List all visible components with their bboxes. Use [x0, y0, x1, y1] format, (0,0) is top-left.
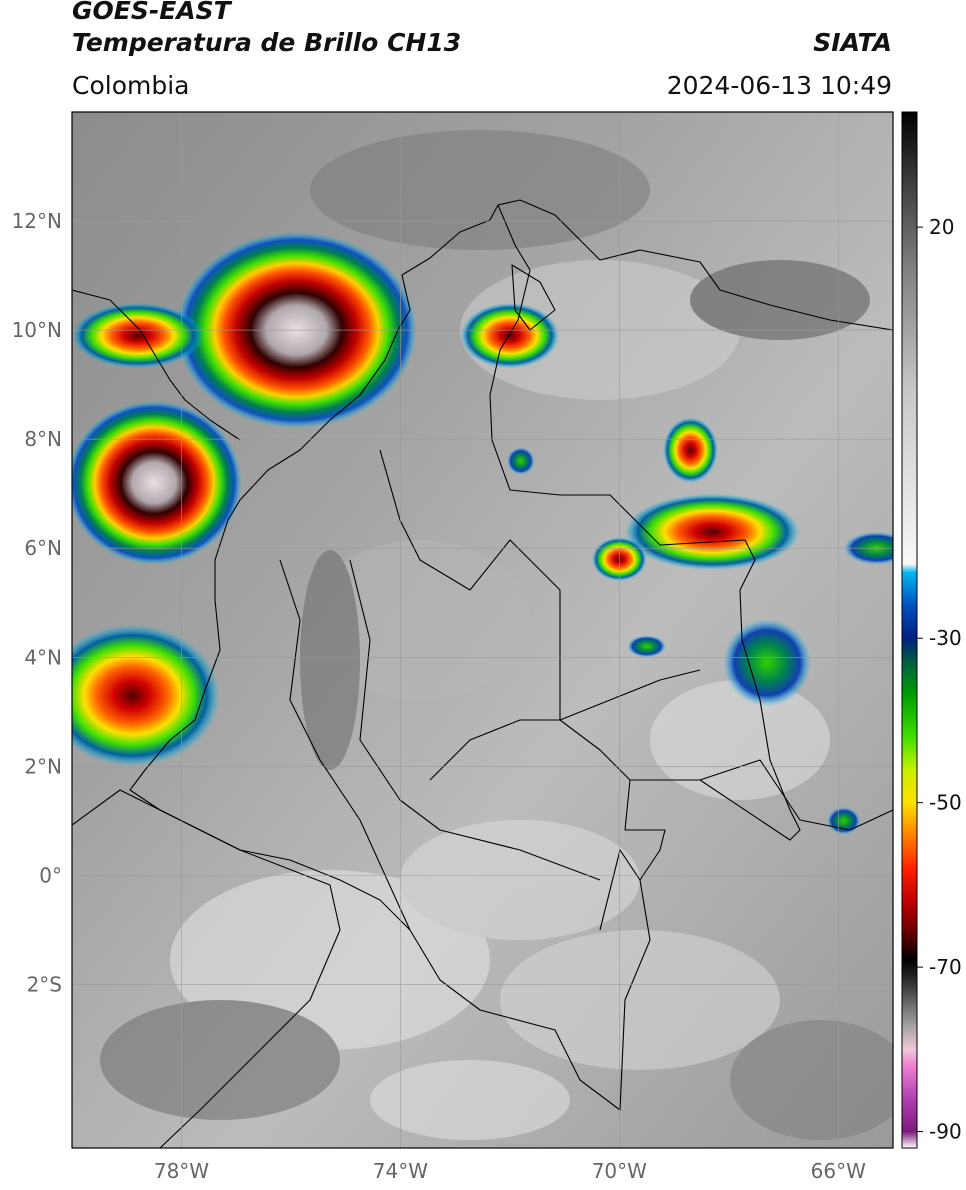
product-title: Temperatura de Brillo CH13 — [72, 28, 462, 57]
lat-label-0: 12°N — [12, 209, 62, 233]
central-america — [72, 289, 241, 441]
colorbar-scale — [901, 111, 918, 1149]
satellite-title: GOES-EAST — [72, 0, 231, 25]
convective-cell-12 — [627, 635, 666, 658]
internal-line-2 — [429, 719, 631, 781]
lon-label-1: 74°W — [373, 1159, 428, 1183]
convective-cell-5 — [663, 417, 718, 483]
colorbar-label-0: 20 — [929, 215, 954, 239]
timestamp-label: 2024-06-13 10:49 — [666, 71, 892, 100]
colorbar-ticks: 20 -30 -50 -70 -90 — [917, 215, 962, 1144]
colorbar-label-3: -70 — [929, 955, 962, 979]
internal-line-4 — [349, 559, 601, 881]
colorbar-label-1: -30 — [929, 626, 962, 650]
colombia-border — [129, 204, 801, 1111]
colorbar-label-2: -50 — [929, 791, 962, 815]
lat-label-4: 4°N — [24, 645, 62, 669]
graticule — [72, 112, 893, 1148]
internal-line-3 — [279, 559, 411, 931]
lat-label-7: 2°S — [27, 972, 62, 996]
internal-line — [559, 590, 701, 721]
lat-label-6: 0° — [39, 863, 62, 887]
region-label: Colombia — [72, 71, 190, 100]
convective-cell-1 — [72, 401, 242, 565]
lat-label-3: 6°N — [24, 536, 62, 560]
convective-cell-2 — [72, 302, 204, 369]
lat-label-1: 10°N — [12, 318, 62, 342]
convective-cell-9 — [507, 447, 535, 475]
convective-cell-11 — [827, 807, 861, 835]
lon-label-2: 70°W — [592, 1159, 647, 1183]
map-frame — [71, 111, 894, 1149]
organization-label: SIATA — [813, 28, 892, 57]
boundaries — [72, 199, 893, 1148]
latitude-labels: 12°N 10°N 8°N 6°N 4°N 2°N 0° 2°S — [12, 209, 62, 996]
convective-cell-8 — [723, 619, 811, 707]
convective-cell-7 — [72, 624, 220, 767]
cloud-texture — [100, 130, 893, 1140]
lon-label-3: 66°W — [811, 1159, 866, 1183]
lat-label-5: 2°N — [24, 754, 62, 778]
lake-maracaibo — [511, 264, 556, 331]
colorbar: 20 -30 -50 -70 -90 — [901, 111, 962, 1149]
convective-cell-4 — [624, 493, 800, 571]
venezuela-coast — [497, 199, 893, 331]
colorbar-label-4: -90 — [929, 1120, 962, 1144]
lon-label-0: 78°W — [154, 1159, 209, 1183]
convective-cell-3 — [460, 302, 560, 369]
brazil-border — [599, 759, 893, 931]
longitude-labels: 78°W 74°W 70°W 66°W — [154, 1159, 866, 1183]
lat-label-2: 8°N — [24, 427, 62, 451]
ecuador-peru-border — [72, 789, 341, 1148]
